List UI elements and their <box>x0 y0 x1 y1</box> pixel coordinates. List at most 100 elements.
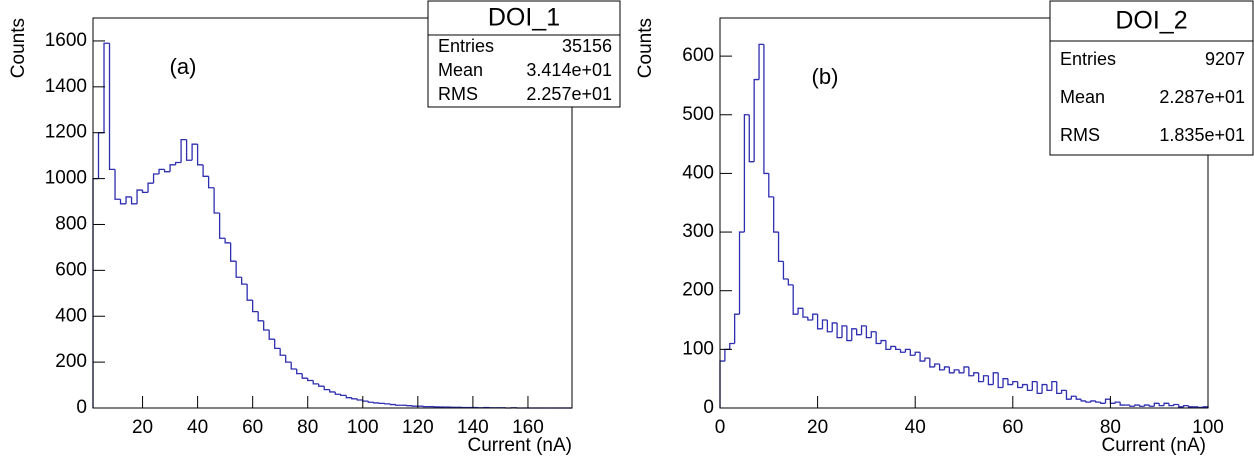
x-tick-label: 100 <box>347 417 379 438</box>
histogram-bin <box>252 300 259 313</box>
histogram-bin <box>158 168 165 174</box>
histogram-bin <box>968 366 974 377</box>
histogram-bin <box>1060 389 1067 394</box>
histogram-bin <box>807 317 813 321</box>
x-tick-label: 20 <box>132 417 153 438</box>
y-tick-label: 0 <box>703 397 714 418</box>
histogram-bin <box>224 238 231 244</box>
histogram-bin <box>323 386 330 391</box>
histogram-bin <box>938 364 945 371</box>
y-tick-label: 0 <box>76 397 87 418</box>
histogram-bin <box>846 325 852 342</box>
stats-value: 9207 <box>1205 49 1245 69</box>
histogram-bin <box>373 402 380 404</box>
y-tick-label: 500 <box>682 104 714 125</box>
x-tick-label: 80 <box>1100 417 1121 438</box>
histogram-bin <box>1051 380 1057 391</box>
stats-name: Mean <box>438 60 483 80</box>
histogram-bin <box>367 401 374 403</box>
histogram-bin <box>218 213 226 239</box>
histogram-bin <box>395 404 402 406</box>
histogram-bin <box>1168 403 1174 407</box>
stats-name: Entries <box>1060 49 1116 69</box>
histogram-bin <box>1178 404 1184 408</box>
panel-label: (a) <box>170 54 197 79</box>
histogram-bin <box>1012 380 1018 385</box>
histogram-bin <box>865 325 872 339</box>
histogram-bin <box>826 320 833 333</box>
histogram-bin <box>119 199 127 205</box>
histogram-bin <box>290 362 297 370</box>
histogram-bin <box>1139 405 1145 407</box>
x-tick-label: 40 <box>187 417 208 438</box>
histogram-bin <box>860 325 867 335</box>
stats-value: 2.287e+01 <box>1159 87 1245 107</box>
histogram-bin <box>987 375 994 386</box>
histogram-bin <box>753 78 760 162</box>
histogram-bin <box>307 378 314 382</box>
histogram-bin <box>875 331 882 345</box>
histogram-bin <box>982 375 989 382</box>
histogram-bin <box>136 189 143 204</box>
histogram-bin <box>1182 405 1189 407</box>
histogram-bin <box>1021 383 1028 388</box>
x-tick-label: 60 <box>242 417 263 438</box>
histogram-bin <box>880 339 886 344</box>
histogram-bin <box>719 360 725 408</box>
stats-box <box>1049 0 1254 156</box>
histogram-bin <box>1026 384 1033 392</box>
x-tick-label: 100 <box>1192 417 1224 438</box>
histogram-bin <box>92 177 99 408</box>
histogram-bin <box>1080 399 1086 402</box>
histogram-bin <box>1090 400 1096 403</box>
histogram-bin <box>1036 381 1043 394</box>
histogram-bin <box>312 380 319 385</box>
histogram-bin <box>992 372 999 385</box>
histogram-bin <box>763 44 769 175</box>
histogram-bin <box>773 196 779 233</box>
histogram-bin <box>919 352 925 362</box>
histogram-bin <box>973 372 979 376</box>
histogram-bin <box>130 196 138 205</box>
histogram-bin <box>1075 396 1082 400</box>
stats-title: DOI_2 <box>1115 7 1187 35</box>
histogram-bin <box>114 169 121 200</box>
histogram-bin <box>1065 390 1072 400</box>
stats-name: RMS <box>438 84 478 104</box>
histogram-bin <box>1153 402 1160 407</box>
histogram-bin <box>924 357 930 362</box>
histogram-bin <box>103 42 110 133</box>
histogram-bin <box>268 330 275 340</box>
histogram-bin <box>724 348 730 362</box>
histogram-bin <box>836 322 842 339</box>
x-tick-label: 160 <box>512 417 544 438</box>
histogram-bin <box>777 232 784 263</box>
x-tick-label: 140 <box>457 417 489 438</box>
histogram-bin <box>748 114 755 163</box>
histogram-bin <box>831 322 838 332</box>
histogram-bin <box>914 351 921 356</box>
histogram-bin <box>362 399 369 402</box>
y-tick-label: 200 <box>55 351 87 372</box>
x-tick-label: 120 <box>402 417 434 438</box>
y-tick-label: 800 <box>55 213 87 234</box>
y-tick-label: 1200 <box>45 122 87 143</box>
y-axis-label: Counts <box>8 18 29 78</box>
histogram-bin <box>841 325 847 338</box>
x-tick-label: 0 <box>715 417 726 438</box>
histogram-bin <box>241 277 248 285</box>
histogram-bin <box>174 161 182 165</box>
histogram-bin <box>213 187 220 214</box>
panel-label: (b) <box>812 64 839 89</box>
histogram-bin <box>152 173 160 184</box>
histogram-bin <box>1119 402 1126 406</box>
y-axis-label: Counts <box>635 18 656 78</box>
y-tick-label: 1600 <box>45 30 87 51</box>
histogram-bin <box>958 369 964 374</box>
histogram-bin <box>180 138 187 163</box>
histogram-bin <box>787 278 794 286</box>
x-tick-label: 40 <box>905 417 926 438</box>
plot-frame <box>719 17 1209 409</box>
